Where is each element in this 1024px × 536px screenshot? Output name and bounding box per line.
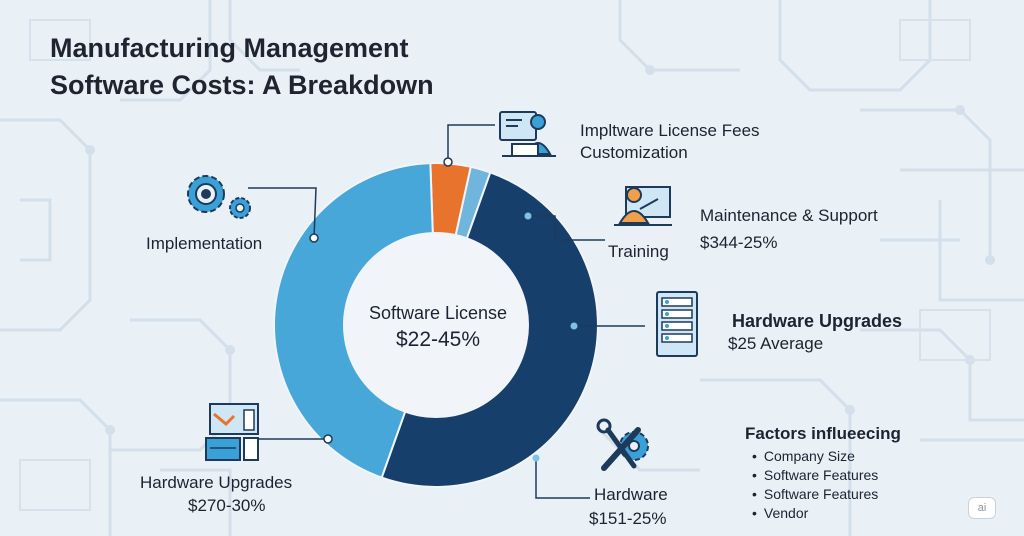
title-line-1: Manufacturing Management [50,33,409,63]
wrench-gear-icon [596,418,649,471]
factor-item: Vendor [752,504,878,523]
donut-center-label: Software License [368,303,508,323]
gears-icon [187,175,251,219]
leader-line-implementation [248,187,317,239]
callout-customization: Customization [580,143,688,162]
trainer-icon [614,186,672,226]
callout-hw-upgrades-left-value: $270-30% [188,496,266,515]
leader-dots [309,157,453,444]
factors-title: Factors influeecing [745,424,901,443]
callout-license-fees: Impltware License Fees [580,121,760,140]
leader-line-hardware [535,458,590,499]
callout-maintenance-label: Maintenance & Support [700,206,878,225]
callout-hw-upgrades-left-label: Hardware Upgrades [140,473,293,492]
factor-item: Software Features [752,466,878,485]
callout-hardware-value: $151-25% [589,509,667,528]
leader-lines [248,124,645,499]
donut-hole [343,232,529,418]
leader-line-license [447,124,495,162]
callout-hardware-upgrades-label: Hardware Upgrades [732,311,903,331]
callout-maintenance-value: $344-25% [700,233,778,252]
page-title: Manufacturing Management Software Costs:… [50,30,510,104]
server-rack-icon [656,291,698,357]
callout-implementation: Implementation [146,234,263,253]
leader-line-training [528,215,605,241]
callout-hardware-upgrades-value: $25 Average [728,334,824,353]
factors-list: Company Size Software Features Software … [752,447,878,523]
factor-item: Software Features [752,485,878,504]
slice-dots [524,212,578,462]
callout-hardware-label: Hardware [594,485,668,504]
workstation-icon [205,403,259,461]
donut-center-value: $22-45% [395,328,481,351]
person-computer-icon [499,111,556,157]
title-line-2: Software Costs: A Breakdown [50,70,434,100]
factor-item: Company Size [752,447,878,466]
ai-badge: ai [968,497,996,519]
callout-training: Training [608,242,669,261]
